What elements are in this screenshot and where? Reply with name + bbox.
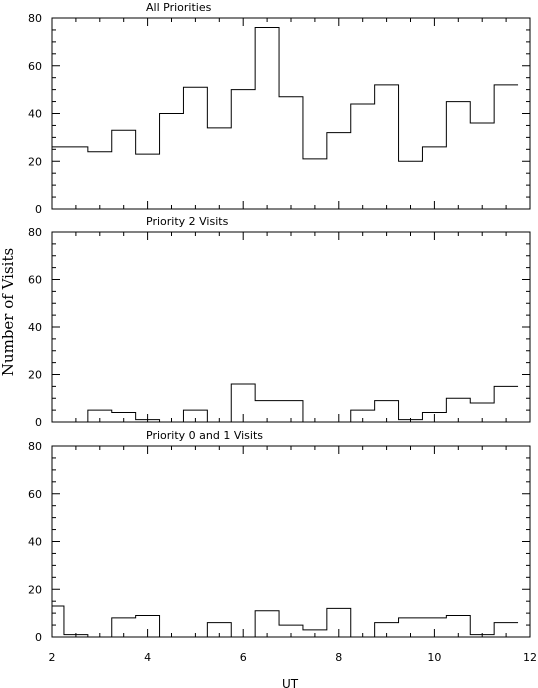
histogram-bin	[279, 97, 303, 209]
x-tick-label: 4	[144, 651, 151, 664]
x-tick-label: 8	[335, 651, 342, 664]
plot-frame	[51, 231, 531, 423]
histogram-outline	[52, 27, 519, 162]
y-tick-label: 40	[28, 108, 42, 121]
histogram-bin	[351, 104, 375, 209]
histogram-bin	[112, 130, 136, 209]
x-tick-label: 10	[427, 651, 441, 664]
histogram-bin	[446, 102, 470, 209]
histogram-outline	[52, 605, 519, 638]
panel-2: Priority 2 Visits 0 20 40 60 80	[28, 215, 531, 429]
y-tick-label: 60	[28, 274, 42, 287]
histogram-bin	[136, 154, 160, 209]
panel-title: Priority 0 and 1 Visits	[146, 429, 263, 442]
histogram-bin	[399, 161, 423, 209]
y-tick-label: 0	[35, 416, 42, 429]
y-tick-label: 80	[28, 440, 42, 453]
figure-ylabel: Number of Visits	[0, 248, 17, 376]
x-tick-label: 2	[49, 651, 56, 664]
y-tick-label: 40	[28, 321, 42, 334]
y-tick-label: 0	[35, 631, 42, 644]
y-tick-label: 20	[28, 583, 42, 596]
y-tick-label: 80	[28, 226, 42, 239]
histogram-bin	[470, 123, 494, 209]
histogram-bin	[422, 147, 446, 209]
panel-title: Priority 2 Visits	[146, 215, 229, 228]
figure-xlabel: UT	[282, 677, 299, 688]
y-tick-label: 40	[28, 536, 42, 549]
histogram-bin	[88, 152, 112, 209]
x-tick-label: 6	[240, 651, 247, 664]
x-tick-label: 12	[523, 651, 537, 664]
plot-frame	[51, 17, 531, 210]
y-tick-label: 20	[28, 369, 42, 382]
histogram-bin	[494, 386, 518, 422]
histogram-bin	[327, 133, 351, 209]
panel-3: Priority 0 and 1 Visits 0 20 40 60 80	[28, 429, 531, 644]
histogram-bin	[52, 147, 88, 209]
y-tick-label: 20	[28, 155, 42, 168]
histogram-outline	[52, 383, 519, 423]
panel-1: All Priorities 0 20 40 60 80	[28, 1, 531, 216]
histogram-bin	[207, 128, 231, 209]
panel-title: All Priorities	[146, 1, 212, 14]
histogram-bin	[160, 114, 184, 210]
histogram-bin	[255, 28, 279, 209]
y-tick-label: 80	[28, 12, 42, 25]
y-tick-label: 0	[35, 203, 42, 216]
histogram-bin	[375, 85, 399, 209]
y-tick-label: 60	[28, 60, 42, 73]
histogram-bin	[231, 90, 255, 209]
y-tick-label: 60	[28, 488, 42, 501]
histogram-bin	[494, 85, 518, 209]
histogram-bin	[52, 606, 64, 637]
plot-frame	[51, 445, 531, 638]
histogram-bin	[183, 87, 207, 209]
histogram-bin	[303, 159, 327, 209]
